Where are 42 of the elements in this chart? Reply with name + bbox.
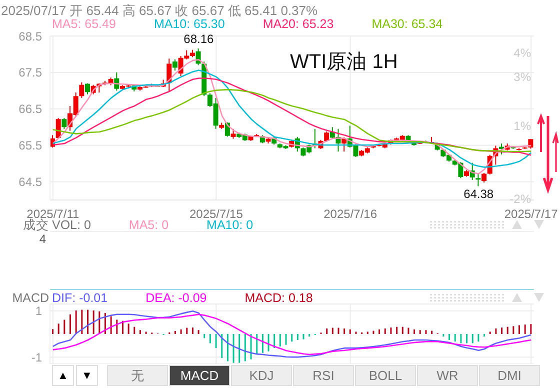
annotation: 68.16 — [182, 32, 215, 46]
text: 4 — [38, 232, 46, 246]
text: MA30: 65.34 — [372, 17, 443, 31]
series-label: DIF: -0.01 — [52, 291, 108, 305]
candlestick — [482, 172, 487, 184]
candlestick — [476, 173, 481, 187]
series-label: DEA: -0.09 — [146, 291, 207, 305]
text: MACD: 0.18 — [244, 291, 313, 305]
y-tick-label: 67.5 — [18, 66, 42, 80]
candlestick — [62, 118, 67, 130]
chart-subtitle: 2025/07/17 开 65.44 高 65.67 收 65.67 低 65.41 0.37% — [1, 2, 318, 19]
y-tick-label: 66.5 — [18, 102, 42, 116]
text: ▲ — [52, 365, 74, 386]
text: DMI — [479, 365, 540, 386]
y-axis-title: MACD — [11, 291, 49, 305]
text: KDJ — [231, 365, 292, 386]
x-tick-label: 2025/7/16 — [324, 207, 378, 221]
text: WTI原油 1H — [290, 50, 398, 75]
annotation: 64.38 — [462, 187, 495, 202]
text: 无 — [107, 365, 168, 386]
y-tick-label: 65.5 — [18, 138, 42, 153]
text: 成交 — [22, 218, 49, 232]
y-tick-label: 68.5 — [18, 29, 42, 44]
y-tick-label: 1 — [35, 304, 42, 318]
text: MA5: 0 — [128, 218, 169, 232]
x-tick-label: 2025/7/15 — [189, 207, 244, 221]
y-tick-label: 64.5 — [18, 175, 42, 190]
text: WR — [417, 365, 478, 386]
text: ▼ — [76, 365, 98, 386]
y-tick-label: -1 — [31, 350, 42, 364]
text: MA20: 65.23 — [262, 17, 334, 31]
text: MA10: 0 — [206, 218, 254, 232]
text: BOLL — [355, 365, 416, 386]
x-tick-label: 2025/7/17 — [504, 207, 558, 221]
text: VOL: 0 — [52, 218, 91, 232]
text: MACD — [169, 365, 230, 386]
candlestick — [79, 82, 84, 98]
text: RSI — [293, 365, 354, 386]
candlestick — [230, 128, 236, 140]
text: MA5: 65.49 — [52, 17, 116, 31]
candlestick — [172, 58, 178, 72]
text: MA10: 65.30 — [154, 17, 225, 31]
